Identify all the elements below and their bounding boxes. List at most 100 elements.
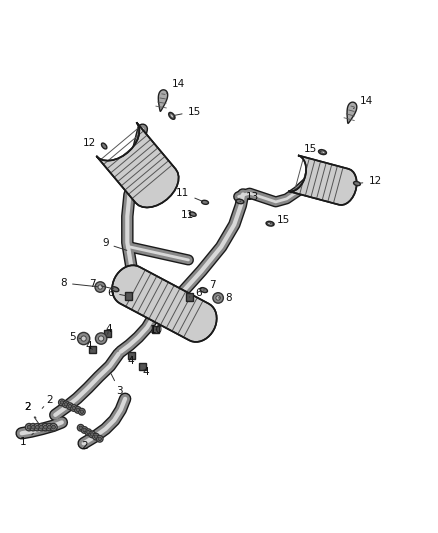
Polygon shape	[347, 102, 357, 123]
Bar	[152, 326, 159, 333]
Circle shape	[34, 424, 41, 431]
Circle shape	[39, 425, 43, 429]
Ellipse shape	[268, 222, 273, 225]
Ellipse shape	[236, 199, 244, 204]
Ellipse shape	[318, 150, 326, 155]
Text: 10: 10	[150, 325, 163, 335]
Polygon shape	[112, 265, 217, 342]
Circle shape	[213, 293, 223, 303]
Ellipse shape	[320, 151, 325, 154]
Text: 2: 2	[24, 402, 36, 418]
Ellipse shape	[201, 200, 208, 204]
Circle shape	[98, 285, 102, 289]
Text: 6: 6	[189, 288, 201, 298]
Circle shape	[92, 433, 99, 440]
Text: 5: 5	[70, 332, 81, 342]
Bar	[139, 363, 146, 370]
Text: 15: 15	[270, 215, 290, 225]
Text: 8: 8	[60, 278, 98, 288]
Text: 2: 2	[42, 394, 53, 408]
Circle shape	[60, 401, 64, 404]
Text: 11: 11	[180, 210, 194, 220]
Text: 12: 12	[360, 176, 381, 187]
Text: 2: 2	[24, 402, 40, 425]
Text: 12: 12	[83, 139, 102, 148]
Bar	[128, 352, 135, 359]
Circle shape	[59, 399, 65, 406]
Text: 14: 14	[353, 95, 373, 108]
Text: 6: 6	[108, 288, 125, 298]
Text: 3: 3	[111, 374, 123, 396]
Circle shape	[71, 405, 77, 411]
Text: 13: 13	[240, 192, 259, 201]
Circle shape	[85, 429, 92, 435]
Circle shape	[95, 282, 106, 292]
Circle shape	[74, 407, 81, 413]
Ellipse shape	[102, 143, 107, 149]
Circle shape	[68, 405, 71, 408]
Ellipse shape	[200, 288, 208, 293]
Circle shape	[98, 437, 102, 440]
Text: 7: 7	[204, 280, 216, 290]
Text: 7: 7	[89, 279, 113, 289]
Circle shape	[27, 425, 31, 429]
Text: 8: 8	[218, 293, 232, 303]
Circle shape	[72, 406, 76, 410]
Circle shape	[52, 425, 56, 429]
Circle shape	[63, 401, 69, 408]
Ellipse shape	[190, 212, 196, 216]
Circle shape	[80, 410, 84, 414]
Circle shape	[83, 428, 86, 432]
Circle shape	[42, 424, 49, 431]
Text: 15: 15	[175, 107, 201, 117]
Circle shape	[78, 333, 90, 345]
Text: 4: 4	[86, 341, 92, 351]
Ellipse shape	[353, 181, 360, 185]
Circle shape	[89, 431, 95, 438]
Circle shape	[78, 424, 84, 431]
Bar	[186, 293, 193, 301]
Circle shape	[46, 424, 53, 431]
Circle shape	[48, 425, 51, 429]
Circle shape	[25, 424, 33, 431]
Circle shape	[87, 431, 90, 434]
Polygon shape	[289, 155, 357, 205]
Bar	[89, 345, 95, 353]
Text: 14: 14	[166, 79, 185, 93]
Bar	[125, 292, 132, 300]
Text: 4: 4	[127, 356, 134, 366]
Text: 4: 4	[143, 367, 149, 377]
Circle shape	[99, 336, 104, 341]
Circle shape	[81, 427, 88, 433]
Circle shape	[31, 425, 35, 429]
Ellipse shape	[169, 112, 175, 119]
Circle shape	[67, 403, 73, 409]
Circle shape	[81, 336, 86, 341]
Ellipse shape	[111, 287, 119, 292]
Text: 9: 9	[102, 238, 127, 251]
Text: 2: 2	[81, 433, 88, 450]
Circle shape	[64, 402, 67, 406]
Text: 15: 15	[304, 143, 322, 154]
Circle shape	[50, 424, 57, 431]
Circle shape	[29, 424, 37, 431]
Text: 1: 1	[20, 433, 33, 447]
Circle shape	[216, 296, 220, 300]
Circle shape	[43, 425, 47, 429]
Polygon shape	[96, 123, 179, 207]
Polygon shape	[158, 90, 168, 111]
Circle shape	[78, 408, 85, 415]
Text: 4: 4	[106, 324, 112, 334]
Circle shape	[90, 433, 94, 436]
Text: 11: 11	[176, 188, 202, 201]
Ellipse shape	[266, 221, 274, 226]
Circle shape	[95, 333, 107, 344]
Circle shape	[96, 435, 103, 442]
Circle shape	[38, 424, 45, 431]
Circle shape	[94, 435, 98, 438]
Bar	[104, 330, 111, 337]
Circle shape	[79, 426, 82, 430]
Ellipse shape	[170, 114, 174, 118]
Circle shape	[76, 408, 80, 411]
Circle shape	[35, 425, 39, 429]
